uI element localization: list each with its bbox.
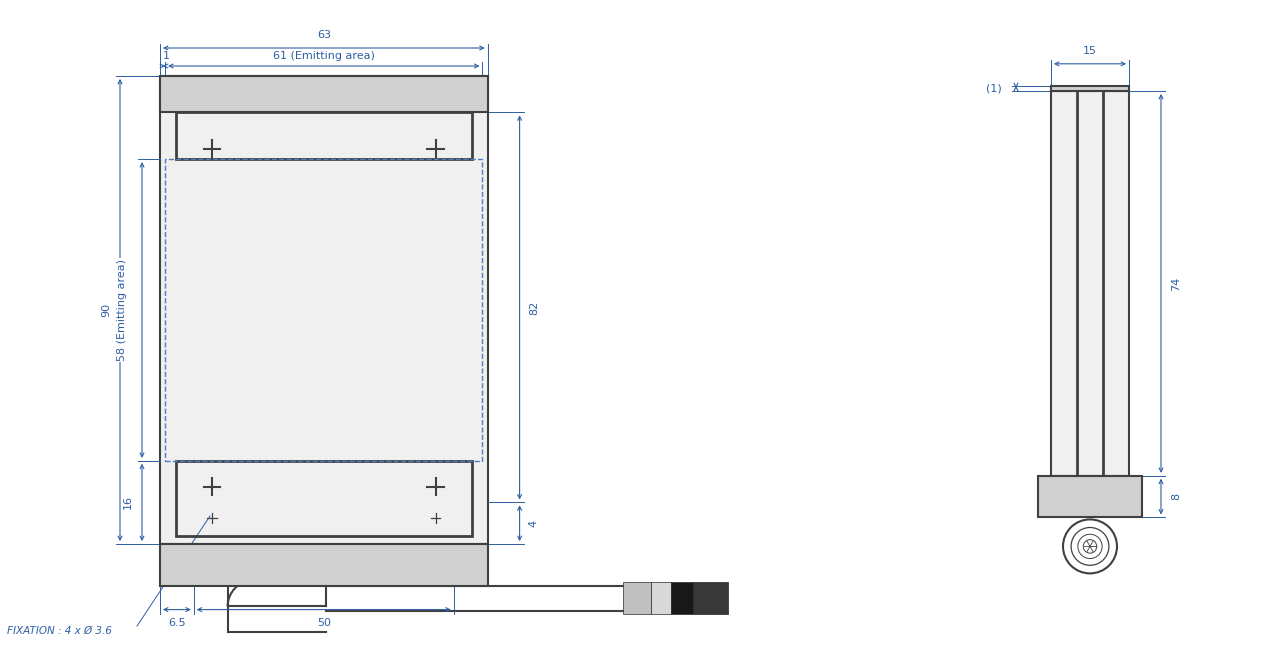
Text: 74: 74 (1171, 276, 1181, 290)
FancyBboxPatch shape (693, 582, 727, 615)
Text: 63: 63 (317, 30, 331, 40)
Text: 16: 16 (123, 495, 133, 509)
Polygon shape (1051, 86, 1129, 91)
Polygon shape (160, 76, 487, 113)
Text: 90: 90 (102, 303, 110, 317)
Text: 61 (Emitting area): 61 (Emitting area) (273, 51, 374, 61)
Text: 50: 50 (317, 618, 331, 628)
FancyBboxPatch shape (623, 582, 651, 615)
Text: (1): (1) (986, 83, 1001, 93)
Text: 1: 1 (164, 51, 170, 61)
Text: FIXATION : 4 x Ø 3.6: FIXATION : 4 x Ø 3.6 (8, 626, 112, 636)
FancyBboxPatch shape (670, 582, 693, 615)
Text: 8: 8 (1171, 493, 1181, 500)
Text: 15: 15 (1082, 46, 1096, 56)
Polygon shape (1051, 91, 1129, 476)
Text: 6.5: 6.5 (168, 618, 185, 628)
Polygon shape (1038, 476, 1142, 518)
Polygon shape (160, 76, 487, 544)
Text: 58 (Emitting area): 58 (Emitting area) (117, 259, 127, 361)
FancyBboxPatch shape (651, 582, 670, 615)
Text: 4: 4 (529, 519, 538, 527)
Text: 82: 82 (529, 300, 539, 314)
Polygon shape (160, 544, 487, 586)
